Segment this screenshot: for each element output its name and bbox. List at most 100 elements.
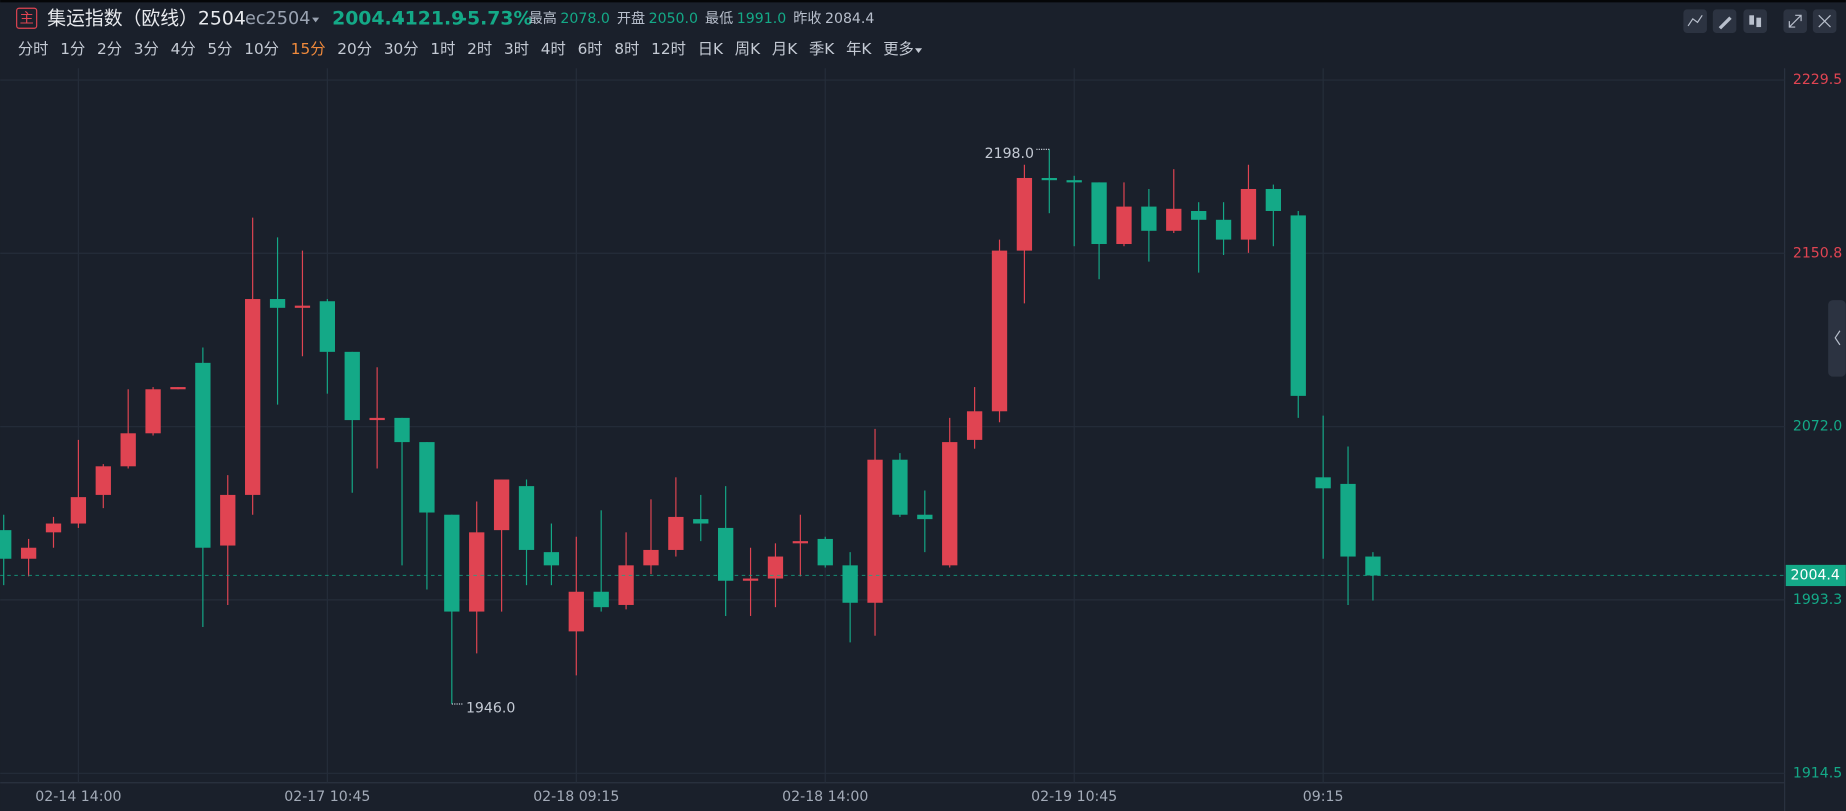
- candle-body: [319, 301, 335, 352]
- period-tab[interactable]: 2分: [97, 40, 122, 58]
- candle-body: [95, 466, 111, 495]
- candle-body: [0, 530, 12, 559]
- period-tab[interactable]: 更多: [883, 40, 914, 58]
- candle-body: [1166, 208, 1182, 231]
- period-tab[interactable]: 3时: [504, 40, 529, 58]
- stat-name: 最低: [705, 11, 733, 27]
- period-tab[interactable]: 4时: [541, 40, 566, 58]
- candle-body: [1290, 215, 1306, 396]
- icon: [1818, 14, 1831, 28]
- candle-body: [1041, 177, 1057, 181]
- candle-body: [917, 514, 933, 520]
- period-tab[interactable]: 4分: [171, 40, 196, 58]
- candle-body: [195, 362, 211, 548]
- period-tab[interactable]: 6时: [578, 40, 603, 58]
- candle-body: [1240, 188, 1257, 240]
- badge: 主: [20, 11, 34, 27]
- period-tab[interactable]: 月K: [772, 40, 798, 58]
- y-tick-label: 1993.3: [1793, 592, 1842, 608]
- candle-body: [1265, 188, 1282, 211]
- period-tab[interactable]: 10分: [244, 40, 279, 58]
- period-tab[interactable]: 3分: [134, 40, 159, 58]
- period-tab[interactable]: 季K: [809, 40, 835, 58]
- period-tab[interactable]: 20分: [337, 40, 372, 58]
- candle-body: [991, 250, 1008, 412]
- candle-body: [1340, 483, 1356, 557]
- candle-body: [593, 591, 609, 608]
- candle-body: [145, 389, 161, 434]
- candle-body: [344, 351, 360, 421]
- candle-body: [742, 578, 759, 581]
- candle-body: [1315, 477, 1331, 489]
- candle-body: [767, 556, 784, 579]
- candle-body: [518, 486, 535, 550]
- candle-body: [45, 523, 62, 533]
- candle-body: [269, 299, 286, 308]
- candle-body: [718, 527, 734, 581]
- period-tab[interactable]: 分时: [18, 40, 49, 58]
- period-tab[interactable]: 30分: [384, 40, 419, 58]
- period-tab[interactable]: 8时: [614, 40, 639, 58]
- icon-button[interactable]: [1743, 9, 1767, 33]
- price-tag-label: 2004.4: [1791, 567, 1840, 583]
- stat-name: 开盘: [617, 10, 645, 27]
- candle-body: [493, 479, 510, 531]
- change-pct: -5.73%: [459, 8, 532, 29]
- icon: [1687, 14, 1703, 27]
- toolbar-icons: [1683, 9, 1837, 33]
- candle-body: [942, 442, 958, 566]
- side-tab-arrow: [1834, 330, 1841, 346]
- candle-body: [1116, 206, 1132, 245]
- change: -121.9: [397, 8, 464, 29]
- contract-arrow[interactable]: [312, 17, 320, 23]
- period-tab[interactable]: 1时: [430, 40, 455, 58]
- candle-body: [693, 519, 709, 524]
- candle-body: [1365, 556, 1381, 576]
- period-tab[interactable]: 日K: [698, 40, 724, 58]
- candle-body: [70, 497, 87, 524]
- x-tick-label: 02-18 09:15: [533, 789, 619, 805]
- candle-body: [120, 433, 136, 467]
- period-tab[interactable]: 12时: [651, 40, 686, 58]
- period-tab[interactable]: 周K: [735, 40, 761, 58]
- icon: [1788, 14, 1802, 28]
- period-tab[interactable]: 15分: [291, 40, 326, 58]
- candle-body: [543, 552, 560, 566]
- candle-body: [170, 387, 186, 390]
- price: 2004.4: [332, 8, 405, 29]
- candle-body: [1091, 182, 1107, 245]
- stat-value: 1991.0: [737, 11, 786, 27]
- y-tick-label: 2072.0: [1793, 419, 1842, 435]
- x-tick-label: 02-18 14:00: [782, 789, 868, 805]
- candle-body: [966, 411, 983, 440]
- stat-value: 2084.4: [825, 11, 874, 27]
- title: 集运指数（欧线）2504: [47, 7, 246, 29]
- period-tab[interactable]: 2时: [467, 40, 492, 58]
- candle-body: [369, 417, 385, 421]
- x-tick-label: 02-17 10:45: [284, 789, 370, 805]
- min-label: 1946.0: [466, 701, 515, 717]
- candle-body: [618, 565, 634, 605]
- period-tab[interactable]: 1分: [60, 40, 85, 58]
- candle-body: [668, 516, 684, 550]
- stat-name: 昨收: [793, 11, 821, 27]
- candle-body: [245, 299, 261, 495]
- stat-name: 最高: [529, 10, 557, 27]
- y-tick-label: 2229.5: [1793, 72, 1842, 88]
- more-arrow: [914, 48, 923, 53]
- candle-body: [1016, 177, 1033, 251]
- period-tab[interactable]: 5分: [207, 40, 232, 58]
- candle-body: [817, 538, 833, 566]
- stat-value: 2050.0: [649, 11, 698, 27]
- candle-body: [867, 459, 883, 603]
- candle-body: [294, 305, 311, 308]
- icon: [1749, 15, 1755, 25]
- candle-body: [1191, 210, 1207, 220]
- icon: [1756, 17, 1762, 28]
- side-tab[interactable]: [1828, 300, 1846, 377]
- plot: 2198.0 1946.0 2004.4: [0, 146, 1846, 717]
- period-tab[interactable]: 年K: [846, 40, 872, 58]
- contract[interactable]: ec2504: [245, 9, 310, 29]
